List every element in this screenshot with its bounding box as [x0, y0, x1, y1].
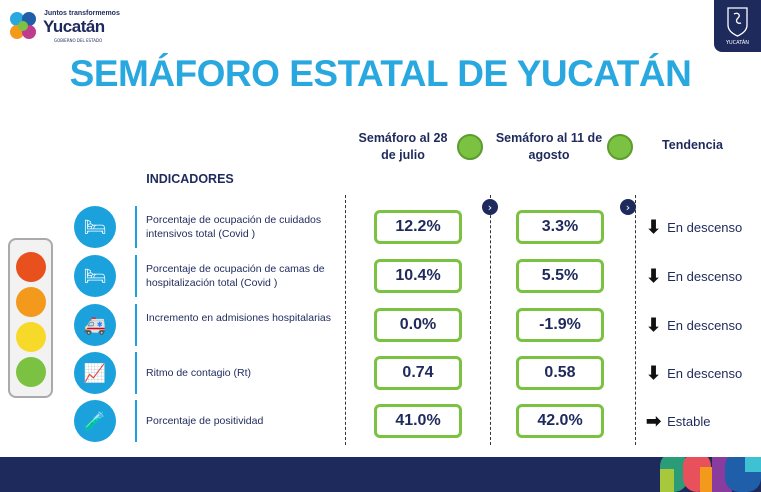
value-aug11: 0.58: [516, 356, 604, 390]
seal-icon: [727, 7, 748, 37]
chevron-right-icon: ›: [482, 199, 498, 215]
indicator-label: Porcentaje de ocupación de cuidados inte…: [146, 214, 322, 240]
header-col2: Semáforo al 11 de agosto: [495, 131, 603, 162]
trend: ⬇ En descenso: [646, 363, 742, 384]
icu-bed-icon: 🛏: [74, 206, 116, 248]
value-jul28: 12.2%: [374, 210, 462, 244]
arrow-down-icon: ⬇: [646, 315, 662, 335]
trend-label: En descenso: [667, 366, 743, 381]
semaforo-col2-indicator: [607, 134, 633, 160]
arrow-down-icon: ⬇: [646, 217, 662, 237]
logo: [8, 10, 38, 42]
yellow-lamp: [16, 322, 46, 352]
seal-text: YUCATÁN: [725, 40, 750, 46]
row-divider: [135, 206, 137, 248]
row-divider: [135, 400, 137, 442]
header-col1: Semáforo al 28 de julio: [358, 131, 448, 162]
chevron-right-icon: ›: [620, 199, 636, 215]
hospital-bed-icon: 🛏: [74, 255, 116, 297]
trend-label: En descenso: [667, 269, 743, 284]
trend-label: En descenso: [667, 318, 743, 333]
arrow-right-icon: ➡: [646, 411, 662, 431]
indicator-label: Ritmo de contagio (Rt): [146, 367, 252, 379]
header-indicators: INDICADORES: [146, 172, 234, 186]
row-divider: [135, 352, 137, 394]
trend: ⬇ En descenso: [646, 217, 742, 238]
logo-sub: GOBIERNO DEL ESTADO: [54, 38, 103, 43]
divider: [490, 195, 491, 445]
value-aug11: -1.9%: [516, 308, 604, 342]
trend-label: Estable: [667, 414, 711, 429]
footer-band: [0, 457, 761, 492]
trend: ➡ Estable: [646, 411, 710, 432]
virus-chart-icon: 📈: [74, 352, 116, 394]
row-divider: [135, 255, 137, 297]
logo-name: Yucatán: [43, 17, 105, 36]
traffic-light-icon: [8, 238, 53, 398]
test-swab-icon: 🧪: [74, 400, 116, 442]
ambulance-icon: 🚑: [74, 304, 116, 346]
logo-tagline: Juntos transformemos: [44, 10, 120, 17]
value-jul28: 41.0%: [374, 404, 462, 438]
indicator-label: Porcentaje de ocupación de camas de hosp…: [146, 263, 325, 289]
page-title: SEMÁFORO ESTATAL DE YUCATÁN: [69, 53, 692, 94]
value-aug11: 42.0%: [516, 404, 604, 438]
value-jul28: 10.4%: [374, 259, 462, 293]
indicator-label: Incremento en admisiones hospitalarias: [146, 312, 332, 324]
indicator-label: Porcentaje de positividad: [146, 415, 264, 427]
arrow-down-icon: ⬇: [646, 266, 662, 286]
semaforo-col1-indicator: [457, 134, 483, 160]
divider: [635, 195, 636, 445]
row-divider: [135, 304, 137, 346]
header-trend: Tendencia: [662, 138, 723, 152]
state-seal-badge: YUCATÁN: [714, 0, 761, 52]
value-aug11: 3.3%: [516, 210, 604, 244]
divider: [345, 195, 346, 445]
value-jul28: 0.74: [374, 356, 462, 390]
red-lamp: [16, 252, 46, 282]
value-aug11: 5.5%: [516, 259, 604, 293]
orange-lamp: [16, 287, 46, 317]
trend: ⬇ En descenso: [646, 266, 742, 287]
green-lamp: [16, 357, 46, 387]
decorative-shapes-icon: [660, 457, 761, 492]
value-jul28: 0.0%: [374, 308, 462, 342]
trend-label: En descenso: [667, 220, 743, 235]
arrow-down-icon: ⬇: [646, 363, 662, 383]
trend: ⬇ En descenso: [646, 315, 742, 336]
